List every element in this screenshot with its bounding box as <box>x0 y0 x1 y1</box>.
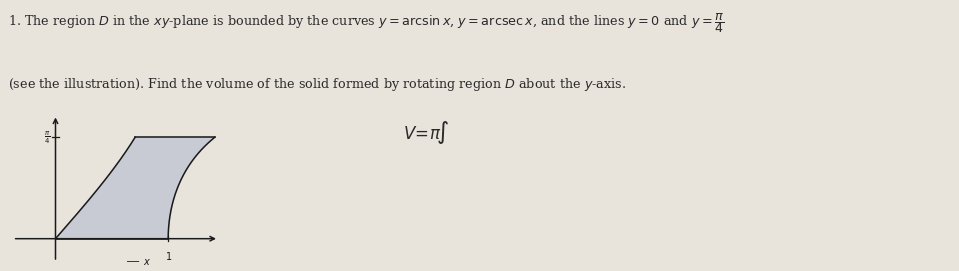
Text: 1. The region $D$ in the $xy$-plane is bounded by the curves $y = \arcsin x$, $y: 1. The region $D$ in the $xy$-plane is b… <box>8 11 724 35</box>
Text: (see the illustration). Find the volume of the solid formed by rotating region $: (see the illustration). Find the volume … <box>8 76 626 93</box>
Text: $V\!=\!\pi\!\int$: $V\!=\!\pi\!\int$ <box>403 119 450 146</box>
Text: $\frac{\pi}{4}$: $\frac{\pi}{4}$ <box>43 129 50 146</box>
Polygon shape <box>56 137 215 239</box>
Text: $1$: $1$ <box>165 250 172 262</box>
Text: $-\!\!-\,x$: $-\!\!-\,x$ <box>126 257 152 267</box>
